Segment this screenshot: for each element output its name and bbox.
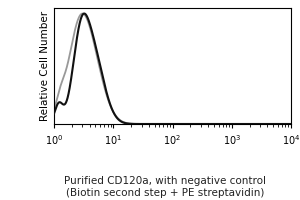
Y-axis label: Relative Cell Number: Relative Cell Number bbox=[40, 11, 50, 121]
Text: Purified CD120a, with negative control
(Biotin second step + PE streptavidin): Purified CD120a, with negative control (… bbox=[64, 176, 266, 198]
